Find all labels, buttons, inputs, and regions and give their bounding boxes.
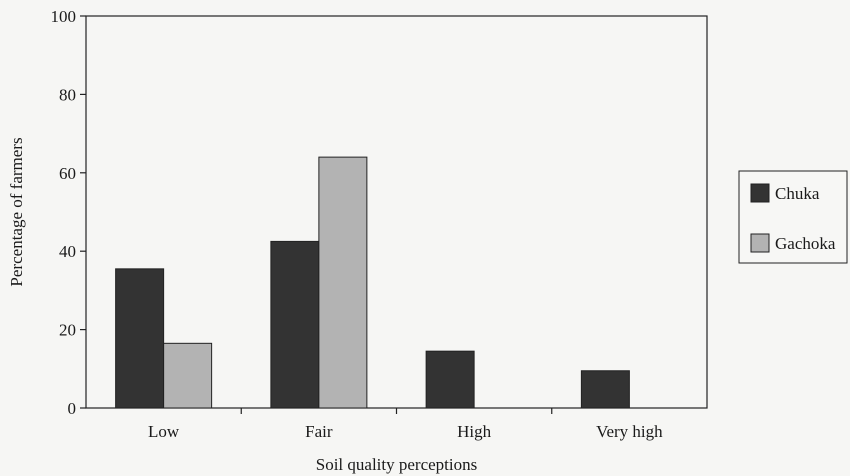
bar-gachoka-low [163,342,213,409]
x-tick-label: High [457,422,492,441]
x-tick-label: Fair [305,422,333,441]
bar-gachoka-fair [318,156,368,409]
bars [115,156,630,409]
y-axis: 0 20 40 60 80 100 [51,7,86,418]
x-axis: Low Fair High Very high [148,408,663,441]
y-tick-label: 60 [59,164,76,183]
y-axis-title: Percentage of farmers [7,137,26,286]
legend: Chuka Gachoka [738,170,848,264]
legend-label: Gachoka [775,234,836,253]
x-axis-title: Soil quality perceptions [316,455,477,474]
legend-swatch [750,233,770,253]
y-tick-label: 20 [59,321,76,340]
y-tick-label: 40 [59,242,76,261]
bar-chuka-very-high [580,370,630,409]
bar-chuka-fair [270,240,320,409]
legend-label: Chuka [775,184,820,203]
legend-swatch [750,183,770,203]
x-tick-label: Very high [596,422,663,441]
y-tick-label: 0 [68,399,77,418]
bar-chuka-high [425,350,475,409]
y-tick-label: 100 [51,7,77,26]
bar-chuka-low [115,268,165,409]
y-tick-label: 80 [59,85,76,104]
x-tick-label: Low [148,422,180,441]
